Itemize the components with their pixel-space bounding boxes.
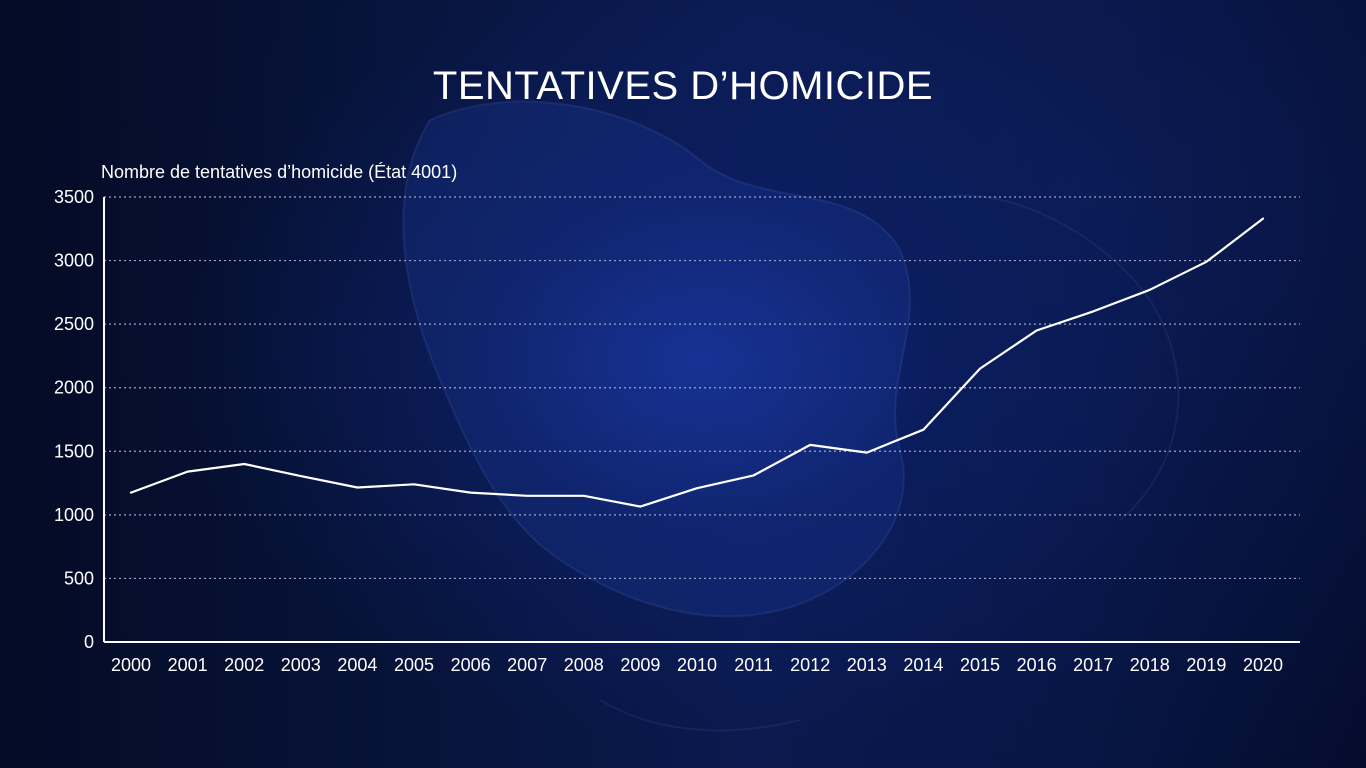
x-tick-label: 2005 (394, 655, 434, 675)
series-line (129, 217, 1265, 508)
x-tick-label: 2020 (1243, 655, 1283, 675)
x-tick-label: 2003 (281, 655, 321, 675)
x-tick-label: 2000 (111, 655, 151, 675)
x-tick-label: 2013 (847, 655, 887, 675)
x-tick-label: 2011 (734, 655, 773, 675)
x-tick-label: 2001 (168, 655, 208, 675)
x-tick-label: 2009 (620, 655, 660, 675)
y-tick-label: 1000 (54, 505, 94, 525)
x-tick-label: 2015 (960, 655, 1000, 675)
x-tick-label: 2006 (451, 655, 491, 675)
y-tick-label: 1500 (54, 441, 94, 461)
y-axis-ticks: 0 500 1000 1500 2000 2500 3000 3500 (54, 187, 94, 652)
y-tick-label: 2500 (54, 314, 94, 334)
series-layer (129, 217, 1265, 508)
y-tick-label: 2000 (54, 378, 94, 398)
x-tick-label: 2007 (507, 655, 547, 675)
x-tick-label: 2002 (224, 655, 264, 675)
axes (103, 197, 1300, 643)
y-tick-label: 0 (84, 632, 94, 652)
x-axis-ticks: 2000 2001 2002 2003 2004 2005 2006 2007 2008 2009… (111, 655, 1283, 675)
x-tick-label: 2012 (790, 655, 830, 675)
x-tick-label: 2016 (1017, 655, 1057, 675)
x-tick-label: 2018 (1130, 655, 1170, 675)
y-axis-title: Nombre de tentatives d’homicide (État 40… (101, 162, 457, 182)
x-tick-label: 2017 (1073, 655, 1113, 675)
x-tick-label: 2008 (564, 655, 604, 675)
grid-lines (104, 196, 1300, 580)
x-tick-label: 2014 (903, 655, 943, 675)
y-tick-label: 3500 (54, 187, 94, 207)
x-tick-label: 2004 (337, 655, 377, 675)
y-tick-label: 500 (64, 568, 94, 588)
x-tick-label: 2019 (1186, 655, 1226, 675)
x-tick-label: 2010 (677, 655, 717, 675)
chart-title: TENTATIVES D’HOMICIDE (432, 64, 934, 108)
y-tick-label: 3000 (54, 251, 94, 271)
